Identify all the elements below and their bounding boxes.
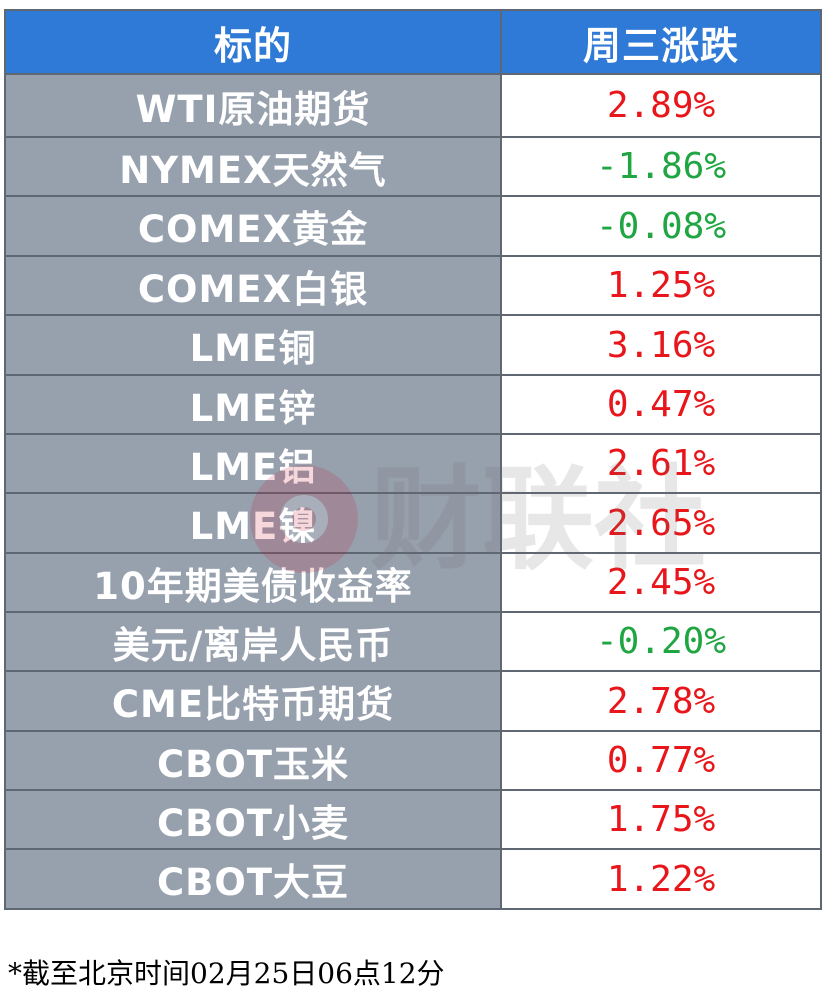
change-value: 0.47% xyxy=(500,374,822,435)
header-target: 标的 xyxy=(4,9,502,75)
change-value: 2.89% xyxy=(500,73,822,138)
table-row: CME比特币期货 2.78% xyxy=(4,670,822,732)
timestamp-footnote: *截至北京时间02月25日06点12分 xyxy=(8,957,445,990)
table-row: CBOT大豆 1.22% xyxy=(4,848,822,910)
instrument-name: COMEX黄金 xyxy=(4,195,502,257)
change-value: -0.08% xyxy=(500,195,822,257)
instrument-name: CBOT大豆 xyxy=(4,848,502,910)
change-value: -1.86% xyxy=(500,136,822,197)
instrument-name: CBOT小麦 xyxy=(4,789,502,850)
table-row: CBOT小麦 1.75% xyxy=(4,789,822,850)
table-row: COMEX黄金 -0.08% xyxy=(4,195,822,257)
table-row: CBOT玉米 0.77% xyxy=(4,730,822,791)
instrument-name: COMEX白银 xyxy=(4,255,502,316)
instrument-name: CBOT玉米 xyxy=(4,730,502,791)
change-value: 2.45% xyxy=(500,552,822,613)
instrument-name: NYMEX天然气 xyxy=(4,136,502,197)
table-row: 10年期美债收益率 2.45% xyxy=(4,552,822,613)
table-row: LME锌 0.47% xyxy=(4,374,822,435)
instrument-name: WTI原油期货 xyxy=(4,73,502,138)
instrument-name: CME比特币期货 xyxy=(4,670,502,732)
table-row: COMEX白银 1.25% xyxy=(4,255,822,316)
table-row: LME铜 3.16% xyxy=(4,314,822,376)
table-header-row: 标的 周三涨跌 xyxy=(4,9,822,75)
weekly-change-table: 标的 周三涨跌 WTI原油期货 2.89% NYMEX天然气 -1.86% COMEX黄… xyxy=(4,9,822,910)
change-value: 2.65% xyxy=(500,492,822,554)
change-value: 3.16% xyxy=(500,314,822,376)
instrument-name: LME锌 xyxy=(4,374,502,435)
change-value: 0.77% xyxy=(500,730,822,791)
instrument-name: 美元/离岸人民币 xyxy=(4,611,502,672)
instrument-name: LME镍 xyxy=(4,492,502,554)
table-row: 美元/离岸人民币 -0.20% xyxy=(4,611,822,672)
change-value: 2.61% xyxy=(500,433,822,494)
instrument-name: 10年期美债收益率 xyxy=(4,552,502,613)
table-body: WTI原油期货 2.89% NYMEX天然气 -1.86% COMEX黄金 -0.08% C… xyxy=(4,73,822,910)
change-value: 1.75% xyxy=(500,789,822,850)
header-wednesday-change: 周三涨跌 xyxy=(500,9,822,75)
table-row: LME铝 2.61% xyxy=(4,433,822,494)
table-row: LME镍 2.65% xyxy=(4,492,822,554)
instrument-name: LME铜 xyxy=(4,314,502,376)
change-value: 2.78% xyxy=(500,670,822,732)
change-value: -0.20% xyxy=(500,611,822,672)
instrument-name: LME铝 xyxy=(4,433,502,494)
change-value: 1.22% xyxy=(500,848,822,910)
table-row: NYMEX天然气 -1.86% xyxy=(4,136,822,197)
table-row: WTI原油期货 2.89% xyxy=(4,73,822,138)
change-value: 1.25% xyxy=(500,255,822,316)
